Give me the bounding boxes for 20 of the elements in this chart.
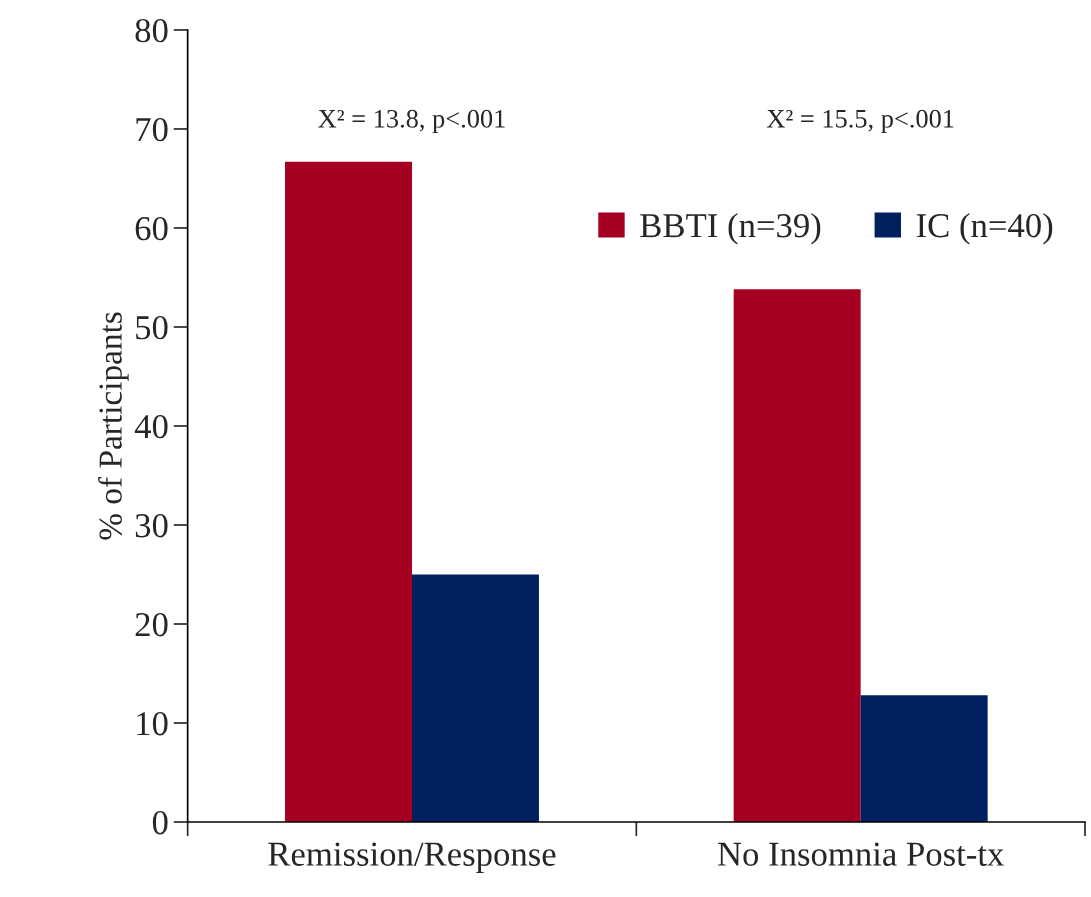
- bar: [860, 695, 988, 823]
- annotation: X² = 13.8, p<.001: [318, 109, 505, 134]
- bar: [411, 574, 539, 823]
- y-tick-label: 40: [134, 414, 168, 439]
- y-tick-label: 20: [135, 612, 168, 637]
- bar: [733, 289, 861, 823]
- x-tick-label: Remission/Response: [268, 842, 556, 873]
- legend-label: IC (n=40): [916, 212, 1053, 245]
- y-axis-title: % of Participants: [98, 312, 129, 540]
- legend-label: BBTI (n=39): [640, 212, 821, 245]
- y-tick-label: 50: [136, 315, 168, 340]
- y-tick-label: 80: [135, 18, 168, 43]
- y-tick-label: 30: [135, 513, 168, 538]
- y-tick-label: 0: [152, 810, 168, 835]
- y-tick-label: 70: [136, 117, 168, 142]
- x-tick-label: No Insomnia Post-tx: [717, 842, 1004, 866]
- bar: [285, 161, 412, 823]
- y-tick-label: 10: [137, 711, 168, 736]
- annotation: X² = 15.5, p<.001: [766, 109, 954, 134]
- y-tick-label: 60: [135, 216, 168, 241]
